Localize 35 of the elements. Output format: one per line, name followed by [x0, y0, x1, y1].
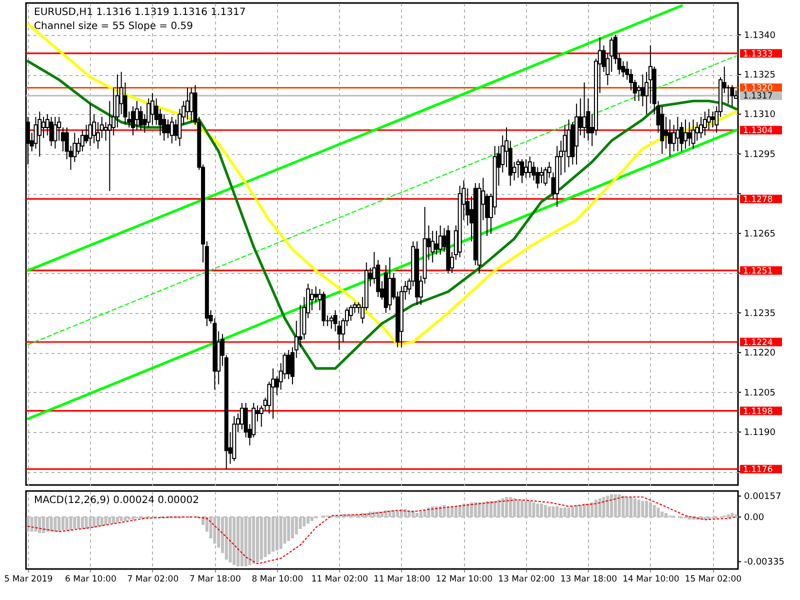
x-tick-label: 7 Mar 18:00 [190, 574, 241, 584]
text: Channel size = 55 Slope = 0.59 [34, 21, 194, 32]
x-tick-label: 8 Mar 10:00 [252, 574, 304, 584]
y-tick-label: 1.1310 [744, 110, 776, 120]
ref-line-label: 1.1317 [743, 92, 773, 102]
x-tick-label: 15 Mar 02:00 [684, 574, 742, 584]
y-tick-label: 0.00 [744, 513, 764, 523]
x-tick-label: 7 Mar 02:00 [127, 574, 179, 584]
x-tick-label: 14 Mar 10:00 [622, 574, 680, 584]
y-tick-label: -0.00335 [744, 558, 784, 568]
x-tick-label: 5 Mar 2019 [4, 574, 53, 584]
y-tick-label: 1.1190 [744, 428, 776, 438]
chart-title: MACD(12,26,9) 0.00024 0.00002 [34, 495, 200, 506]
ref-line-label: 1.1251 [743, 266, 773, 276]
y-tick-label: 1.1265 [744, 229, 776, 240]
x-tick-label: 13 Mar 02:00 [498, 574, 555, 584]
x-tick-label: 11 Mar 18:00 [374, 574, 430, 584]
y-tick-label: 1.1325 [744, 70, 776, 81]
x-tick-label: 12 Mar 10:00 [436, 574, 493, 584]
y-tick-label: 1.1295 [744, 150, 776, 160]
x-tick-label: 6 Mar 10:00 [65, 574, 116, 584]
ref-line-label: 1.1278 [743, 194, 773, 205]
ref-line-label: 1.1333 [743, 49, 773, 60]
y-tick-label: 1.1235 [744, 308, 776, 319]
chart-title: EURUSD,H1 1.1316 1.1319 1.1316 1.1317 [34, 7, 246, 18]
ref-line-label: 1.1176 [743, 465, 773, 476]
ref-line-label: 1.1304 [743, 126, 773, 136]
x-tick-label: 11 Mar 02:00 [311, 574, 368, 584]
x-tick-label: 13 Mar 18:00 [560, 574, 618, 584]
ref-line-label: 1.1198 [743, 406, 773, 417]
y-tick-label: 1.1205 [744, 388, 776, 398]
y-tick-label: 1.1340 [744, 30, 776, 41]
ref-line-label: 1.1224 [743, 338, 773, 348]
y-tick-label: 1.1220 [744, 348, 776, 359]
y-tick-label: 0.00157 [744, 492, 782, 502]
